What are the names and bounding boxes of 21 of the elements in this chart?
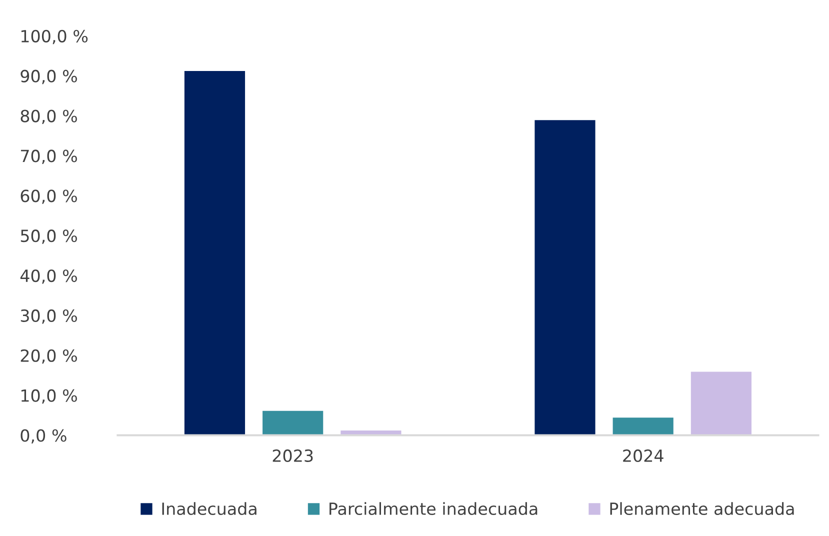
y-tick-label: 90,0 % bbox=[20, 70, 77, 84]
bar bbox=[262, 410, 324, 436]
bar bbox=[612, 418, 674, 436]
bar bbox=[534, 120, 596, 436]
y-tick-label: 80,0 % bbox=[20, 110, 77, 124]
bar bbox=[184, 71, 246, 436]
bar bbox=[690, 372, 752, 436]
legend-label: Parcialmente inadecuada bbox=[330, 502, 538, 516]
y-tick-label: 40,0 % bbox=[20, 269, 77, 284]
y-tick-label: 60,0 % bbox=[20, 190, 77, 204]
legend-label: Plenamente adecuada bbox=[610, 502, 794, 516]
y-tick-label: 10,0 % bbox=[21, 389, 77, 404]
y-tick-label: 50,0 % bbox=[20, 230, 77, 244]
y-tick-label: 70,0 % bbox=[21, 150, 77, 164]
x-tick-label: 2023 bbox=[272, 449, 313, 462]
x-tick-label: 2024 bbox=[623, 449, 664, 462]
y-tick-label: 0,0 % bbox=[20, 429, 66, 444]
y-tick-label: 30,0 % bbox=[20, 309, 77, 324]
y-tick-label: 100,0 % bbox=[21, 30, 88, 44]
y-tick-label: 20,0 % bbox=[20, 349, 77, 364]
legend-label: Inadecuada bbox=[162, 502, 256, 516]
